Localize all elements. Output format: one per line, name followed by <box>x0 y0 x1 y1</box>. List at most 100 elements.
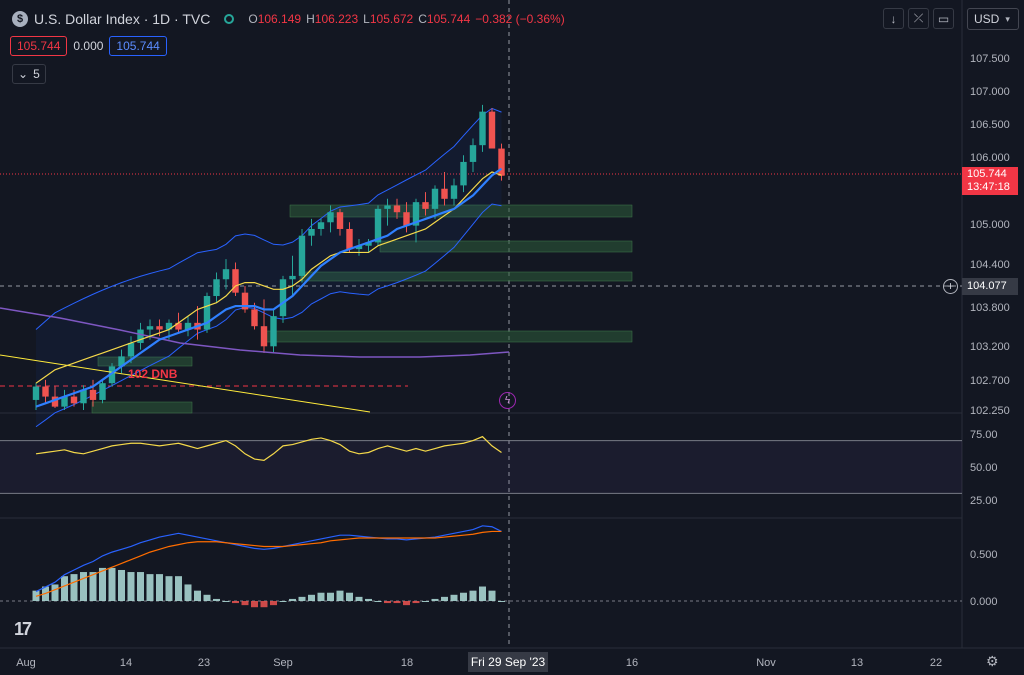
indicators-toggle[interactable]: ⌄ 5 <box>12 64 46 84</box>
macd-tick-label: 0.500 <box>970 549 998 561</box>
last-price: 105.744 <box>967 168 1007 180</box>
macd-histogram-bar <box>488 590 496 601</box>
candle-body <box>308 228 315 236</box>
price-box: 105.744 <box>10 36 68 56</box>
macd-histogram-bar <box>327 592 334 601</box>
macd-histogram-bar <box>412 601 420 604</box>
macd-histogram-bar <box>137 572 144 601</box>
demand-zone <box>379 240 633 253</box>
candle-body <box>412 202 420 226</box>
time-tick-label: 14 <box>120 657 132 669</box>
candle-body <box>241 292 249 310</box>
macd-histogram-bar <box>279 601 287 602</box>
dollar-icon: $ <box>12 11 28 27</box>
macd-histogram-bar <box>450 594 458 601</box>
macd-histogram-bar <box>346 592 353 601</box>
candle-body <box>317 222 325 229</box>
macd-histogram-bar <box>51 584 59 601</box>
candle-body <box>431 188 439 209</box>
fullscreen-icon[interactable]: ▭ <box>933 8 954 29</box>
last-price-tag: 105.744 13:47:18 <box>962 167 1018 195</box>
macd-histogram-bar <box>422 601 429 602</box>
candle-body <box>393 205 401 213</box>
macd-histogram-bar <box>213 598 220 601</box>
flash-icon[interactable]: ϟ <box>499 392 516 409</box>
candle-body <box>32 386 40 400</box>
candle-body <box>80 389 87 404</box>
macd-histogram-bar <box>441 596 448 601</box>
crosshair-date-tag: Fri 29 Sep '23 <box>468 652 548 672</box>
macd-histogram-bar <box>118 569 125 601</box>
candle-body <box>175 322 182 330</box>
candle-body <box>165 322 173 330</box>
tradingview-logo[interactable]: 17 <box>14 619 32 639</box>
candle-body <box>108 366 116 384</box>
macd-histogram-bar <box>270 601 277 606</box>
candle-body <box>99 383 106 400</box>
macd-histogram-bar <box>317 592 325 601</box>
macd-histogram-bar <box>165 576 173 601</box>
macd-histogram-bar <box>403 601 410 606</box>
candle-body <box>260 326 268 347</box>
candle-body <box>51 396 59 407</box>
macd-histogram-bar <box>289 598 296 601</box>
macd-histogram-bar <box>298 596 306 601</box>
candle-body <box>403 212 410 226</box>
macd-histogram-bar <box>146 574 154 601</box>
macd-histogram-bar <box>251 601 258 608</box>
price-change: −0.382 (−0.36%) <box>475 12 565 26</box>
price-tick-label: 107.500 <box>970 53 1010 65</box>
candle-body <box>488 111 496 149</box>
collapse-icon[interactable]: ⤫ <box>908 8 929 29</box>
macd-tick-label: 0.000 <box>970 596 998 608</box>
rsi-line <box>35 435 502 462</box>
price-tick-label: 102.250 <box>970 405 1010 417</box>
long-ma-line <box>0 307 510 358</box>
candle-body <box>89 389 97 400</box>
macd-histogram-bar <box>308 594 315 601</box>
time-tick-label: 16 <box>626 657 638 669</box>
currency-select[interactable]: USD ▾ <box>967 8 1019 30</box>
time-tick-label: 23 <box>198 657 210 669</box>
price-tick-label: 102.700 <box>970 375 1010 387</box>
dnb-label: 102 DNB <box>128 367 178 381</box>
time-tick-label: Aug <box>16 657 36 669</box>
macd-histogram-bar <box>355 596 363 601</box>
market-status-icon[interactable] <box>224 14 235 24</box>
add-alert-icon[interactable]: + <box>943 279 958 294</box>
price-tick-label: 106.000 <box>970 152 1010 164</box>
arrow-down-icon[interactable]: ↓ <box>883 8 904 29</box>
gear-icon[interactable]: ⚙ <box>986 653 999 669</box>
candle-body <box>374 208 382 243</box>
ohlc-high: H106.223 <box>306 12 359 26</box>
price-tick-label: 103.200 <box>970 341 1010 353</box>
candle-body <box>469 145 477 162</box>
demand-zone <box>264 330 633 343</box>
chevron-down-icon: ⌄ <box>18 67 29 81</box>
macd-histogram-bar <box>460 592 467 601</box>
candle-body <box>441 188 448 199</box>
candle-body <box>251 309 258 327</box>
candle-body <box>460 161 467 186</box>
macd-histogram-bar <box>222 601 230 602</box>
candle-body <box>232 269 239 293</box>
rsi-tick-label: 50.00 <box>970 462 998 474</box>
ohlc-close: C105.744 <box>418 12 471 26</box>
macd-histogram-bar <box>384 601 391 604</box>
symbol-title[interactable]: U.S. Dollar Index · 1D · TVC <box>34 11 211 27</box>
macd-histogram-bar <box>374 601 382 602</box>
macd-histogram-bar <box>89 572 97 601</box>
candle-body <box>498 148 505 176</box>
candle-body <box>365 242 372 246</box>
chevron-down-icon: ▾ <box>1005 13 1010 24</box>
macd-histogram-bar <box>108 567 116 601</box>
candle-body <box>384 205 391 209</box>
macd-histogram-bar <box>498 601 505 602</box>
candle-body <box>146 326 154 330</box>
crosshair-price-tag: 104.077 <box>962 278 1018 295</box>
price-tick-label: 105.000 <box>970 219 1010 231</box>
time-tick-label: Sep <box>273 657 293 669</box>
macd-histogram-bar <box>70 574 78 601</box>
bollinger-lower <box>35 203 502 428</box>
